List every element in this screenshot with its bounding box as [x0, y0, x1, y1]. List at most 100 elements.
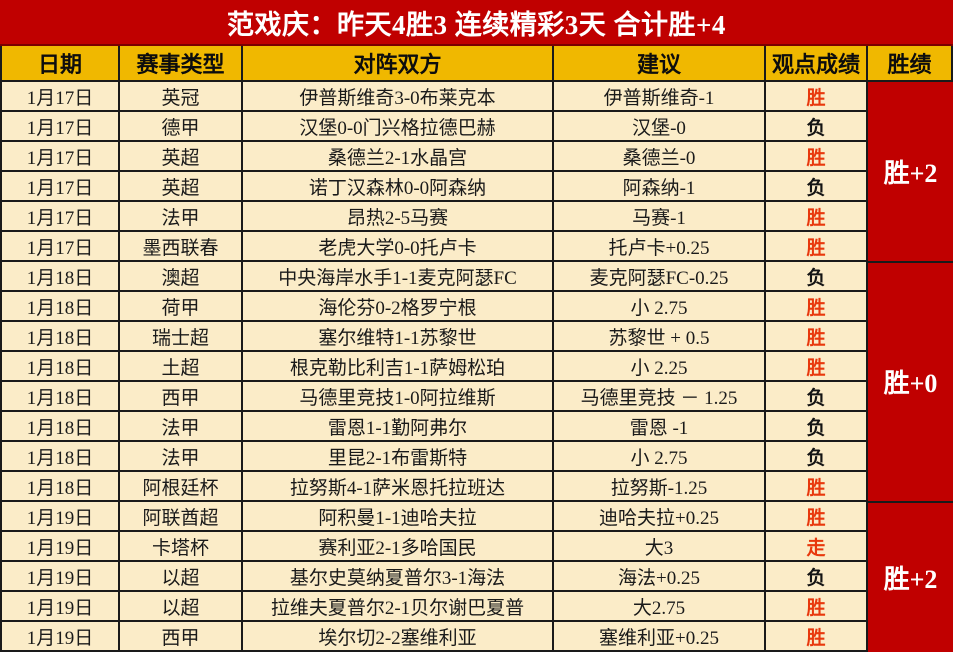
cell-advice: 大3 — [554, 532, 766, 562]
table-row: 1月18日 西甲 马德里竞技1-0阿拉维斯 马德里竞技 － 1.25 负 — [0, 382, 953, 412]
table-row: 1月18日 法甲 里昆2-1布雷斯特小 2.75 负 — [0, 442, 953, 472]
cell-result: 胜 — [766, 472, 868, 502]
cell-match: 根克勒比利吉1-1萨姆松珀 — [243, 352, 554, 382]
column-header-streak: 胜绩 — [868, 46, 953, 82]
cell-match: 拉维夫夏普尔2-1贝尔谢巴夏普 — [243, 592, 554, 622]
cell-advice: 托卢卡+0.25 — [554, 232, 766, 262]
column-header-league: 赛事类型 — [120, 46, 243, 82]
table-row: 1月17日 英超 桑德兰2-1水晶宫 桑德兰-0 胜 — [0, 142, 953, 172]
cell-date: 1月17日 — [0, 142, 120, 172]
cell-result: 胜 — [766, 592, 868, 622]
cell-match: 中央海岸水手1-1麦克阿瑟FC — [243, 262, 554, 292]
cell-date: 1月19日 — [0, 562, 120, 592]
cell-league: 法甲 — [120, 412, 243, 442]
cell-result: 胜 — [766, 352, 868, 382]
cell-advice: 汉堡-0 — [554, 112, 766, 142]
cell-advice: 大2.75 — [554, 592, 766, 622]
cell-advice: 阿森纳-1 — [554, 172, 766, 202]
table-row: 1月18日 土超 根克勒比利吉1-1萨姆松珀小 2.25 胜 — [0, 352, 953, 382]
cell-advice: 麦克阿瑟FC-0.25 — [554, 262, 766, 292]
cell-league: 荷甲 — [120, 292, 243, 322]
cell-date: 1月19日 — [0, 592, 120, 622]
cell-match: 伊普斯维奇3-0布莱克本 — [243, 82, 554, 112]
cell-result: 负 — [766, 412, 868, 442]
cell-advice: 海法+0.25 — [554, 562, 766, 592]
cell-date: 1月18日 — [0, 352, 120, 382]
cell-league: 土超 — [120, 352, 243, 382]
table-row: 1月19日 以超 拉维夫夏普尔2-1贝尔谢巴夏普 大2.75 胜 — [0, 592, 953, 622]
cell-league: 英超 — [120, 172, 243, 202]
cell-match: 里昆2-1布雷斯特 — [243, 442, 554, 472]
table-body-wrap: 1月17日 英冠 伊普斯维奇3-0布莱克本 伊普斯维奇-1 胜 1月17日 德甲 汉堡0-0门… — [0, 82, 953, 652]
cell-result: 胜 — [766, 502, 868, 532]
column-header-date: 日期 — [0, 46, 120, 82]
cell-result: 胜 — [766, 202, 868, 232]
cell-advice: 塞维利亚+0.25 — [554, 622, 766, 652]
table-body: 1月17日 英冠 伊普斯维奇3-0布莱克本 伊普斯维奇-1 胜 1月17日 德甲 汉堡0-0门… — [0, 82, 953, 652]
cell-league: 墨西联春 — [120, 232, 243, 262]
cell-league: 瑞士超 — [120, 322, 243, 352]
cell-date: 1月17日 — [0, 112, 120, 142]
cell-league: 以超 — [120, 562, 243, 592]
cell-league: 英超 — [120, 142, 243, 172]
cell-advice: 小 2.25 — [554, 352, 766, 382]
cell-league: 英冠 — [120, 82, 243, 112]
cell-advice: 雷恩 -1 — [554, 412, 766, 442]
cell-match: 塞尔维特1-1苏黎世 — [243, 322, 554, 352]
cell-result: 胜 — [766, 292, 868, 322]
cell-league: 法甲 — [120, 202, 243, 232]
cell-date: 1月17日 — [0, 202, 120, 232]
cell-date: 1月18日 — [0, 412, 120, 442]
cell-date: 1月17日 — [0, 232, 120, 262]
table-row: 1月19日 卡塔杯 赛利亚2-1多哈国民 大3 走 — [0, 532, 953, 562]
cell-date: 1月18日 — [0, 472, 120, 502]
streak-group: 胜+2 — [868, 82, 953, 263]
table-header-row: 日期 赛事类型 对阵双方 建议 观点成绩 胜绩 — [0, 46, 953, 82]
cell-date: 1月17日 — [0, 82, 120, 112]
cell-match: 埃尔切2-2塞维利亚 — [243, 622, 554, 652]
cell-league: 阿联酋超 — [120, 502, 243, 532]
cell-result: 负 — [766, 442, 868, 472]
table-row: 1月18日 瑞士超 塞尔维特1-1苏黎世 苏黎世 + 0.5 胜 — [0, 322, 953, 352]
cell-result: 胜 — [766, 622, 868, 652]
cell-advice: 小 2.75 — [554, 442, 766, 472]
cell-match: 海伦芬0-2格罗宁根 — [243, 292, 554, 322]
cell-result: 负 — [766, 562, 868, 592]
cell-match: 阿积曼1-1迪哈夫拉 — [243, 502, 554, 532]
page-title: 范戏庆：昨天4胜3 连续精彩3天 合计胜+4 — [0, 0, 953, 44]
cell-date: 1月18日 — [0, 322, 120, 352]
cell-advice: 小 2.75 — [554, 292, 766, 322]
cell-match: 雷恩1-1勤阿弗尔 — [243, 412, 554, 442]
cell-date: 1月18日 — [0, 292, 120, 322]
cell-league: 澳超 — [120, 262, 243, 292]
table-row: 1月18日 澳超 中央海岸水手1-1麦克阿瑟FC 麦克阿瑟FC-0.25 负 — [0, 262, 953, 292]
cell-date: 1月19日 — [0, 622, 120, 652]
cell-result: 胜 — [766, 142, 868, 172]
column-header-advice: 建议 — [554, 46, 766, 82]
table-row: 1月17日 英冠 伊普斯维奇3-0布莱克本 伊普斯维奇-1 胜 — [0, 82, 953, 112]
cell-match: 基尔史莫纳夏普尔3-1海法 — [243, 562, 554, 592]
cell-league: 德甲 — [120, 112, 243, 142]
table-row: 1月18日 荷甲 海伦芬0-2格罗宁根小 2.75 胜 — [0, 292, 953, 322]
cell-match: 老虎大学0-0托卢卡 — [243, 232, 554, 262]
table-row: 1月17日 英超 诺丁汉森林0-0阿森纳 阿森纳-1 负 — [0, 172, 953, 202]
cell-advice: 苏黎世 + 0.5 — [554, 322, 766, 352]
cell-result: 负 — [766, 382, 868, 412]
cell-date: 1月18日 — [0, 262, 120, 292]
streak-column: 胜+2 胜+0 胜+2 — [868, 82, 953, 652]
cell-league: 阿根廷杯 — [120, 472, 243, 502]
table-row: 1月19日 以超 基尔史莫纳夏普尔3-1海法 海法+0.25 负 — [0, 562, 953, 592]
cell-result: 胜 — [766, 232, 868, 262]
cell-league: 西甲 — [120, 622, 243, 652]
table-row: 1月18日 法甲 雷恩1-1勤阿弗尔 雷恩 -1 负 — [0, 412, 953, 442]
streak-group: 胜+2 — [868, 503, 953, 652]
table-row: 1月18日 阿根廷杯 拉努斯4-1萨米恩托拉班达 拉努斯-1.25 胜 — [0, 472, 953, 502]
cell-match: 赛利亚2-1多哈国民 — [243, 532, 554, 562]
cell-advice: 桑德兰-0 — [554, 142, 766, 172]
cell-match: 马德里竞技1-0阿拉维斯 — [243, 382, 554, 412]
table-row: 1月19日 西甲 埃尔切2-2塞维利亚 塞维利亚+0.25 胜 — [0, 622, 953, 652]
cell-result: 胜 — [766, 82, 868, 112]
table-row: 1月19日 阿联酋超 阿积曼1-1迪哈夫拉 迪哈夫拉+0.25 胜 — [0, 502, 953, 532]
cell-advice: 马德里竞技 － 1.25 — [554, 382, 766, 412]
